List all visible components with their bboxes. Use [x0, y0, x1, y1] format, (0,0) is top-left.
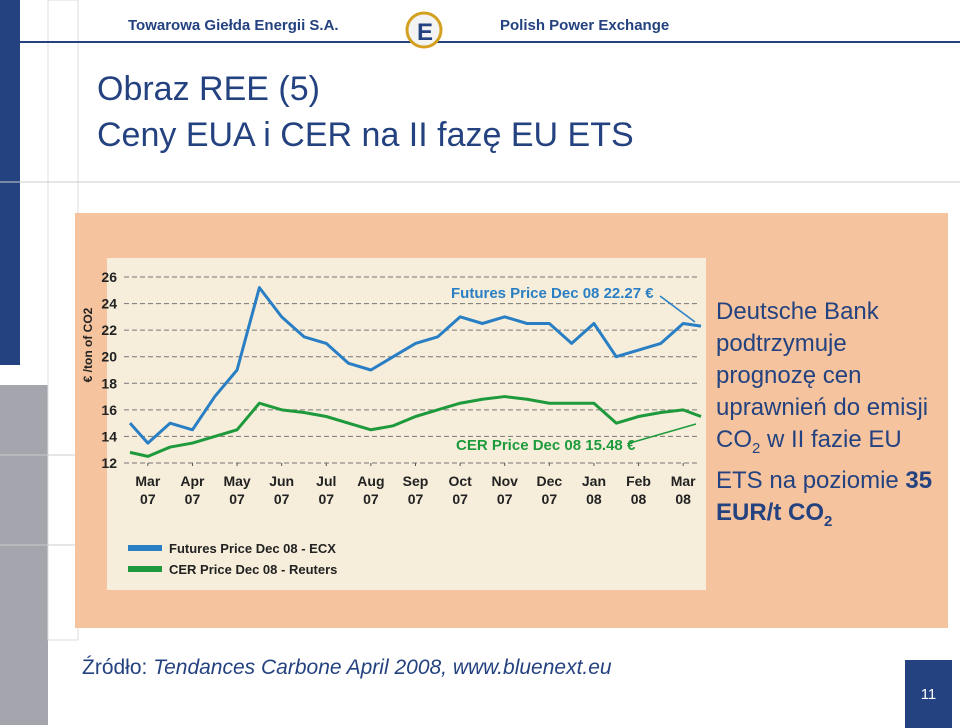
- annotation: CER Price Dec 08 15.48 €: [456, 437, 636, 454]
- legend-label: Futures Price Dec 08 - ECX: [169, 541, 336, 556]
- x-tick-label: Jun 07: [269, 473, 295, 507]
- side-text: Deutsche Bank podtrzymuje prognozę cen u…: [716, 296, 952, 538]
- y-tick-label: 16: [101, 402, 117, 418]
- subtitle: Ceny EUA i CER na II fazę EU ETS: [97, 116, 634, 154]
- legend-label: CER Price Dec 08 - Reuters: [169, 562, 337, 577]
- chart-area: [107, 258, 706, 590]
- y-tick-label: 22: [101, 322, 117, 338]
- x-tick-label: Oct 07: [448, 473, 472, 507]
- logo-mark: E: [417, 19, 433, 46]
- y-tick-label: 24: [101, 296, 117, 312]
- text: Deutsche Bank podtrzymuje prognozę cen u…: [716, 298, 929, 453]
- y-tick-label: 20: [101, 349, 117, 365]
- x-tick-label: Mar 07: [135, 473, 161, 507]
- decor-column: [47, 0, 79, 641]
- x-tick-label: Dec 07: [536, 473, 563, 507]
- page-number-box: [905, 660, 952, 728]
- bold-text: 35 EUR/t: [716, 466, 933, 526]
- source-label: Źródło:: [82, 656, 148, 679]
- x-tick-label: Apr 07: [180, 473, 205, 507]
- source: Źródło: Tendances Carbone April 2008, ww…: [82, 656, 612, 680]
- subscript: 2: [752, 439, 761, 457]
- x-tick-label: Aug 07: [357, 473, 385, 507]
- y-tick-label: 14: [101, 428, 117, 444]
- header-left: Towarowa Giełda Energii S.A.: [128, 17, 339, 34]
- y-axis-label: € /ton of CO2: [81, 307, 95, 382]
- source-text: Tendances Carbone April 2008, www.bluene…: [147, 656, 612, 679]
- annotation-arrow: [629, 423, 697, 444]
- y-tick-label: 18: [101, 375, 117, 391]
- x-tick-label: Jan 08: [581, 473, 606, 507]
- y-tick-label: 26: [101, 269, 117, 285]
- x-tick-label: May 07: [223, 473, 251, 507]
- subscript: 2: [824, 512, 833, 530]
- series-line: [129, 395, 702, 458]
- annotation-arrow: [659, 295, 696, 323]
- logo: [405, 11, 443, 49]
- x-tick-label: Nov 07: [491, 473, 518, 507]
- x-tick-label: Sep 07: [402, 473, 429, 507]
- series-line: [128, 286, 702, 445]
- text: w II fazie EU ETS na poziomie: [716, 426, 906, 494]
- annotation: Futures Price Dec 08 22.27 €: [451, 285, 654, 302]
- x-tick-label: Mar 08: [670, 473, 696, 507]
- title: Obraz REE (5): [97, 70, 320, 108]
- x-tick-label: Jul 07: [316, 473, 337, 507]
- y-tick-label: 12: [101, 455, 117, 471]
- bold-text: CO: [781, 498, 825, 526]
- decor-bar: [0, 385, 48, 725]
- header-right: Polish Power Exchange: [500, 17, 670, 34]
- x-tick-label: Feb 08: [626, 473, 651, 507]
- page-number: 11: [920, 686, 937, 703]
